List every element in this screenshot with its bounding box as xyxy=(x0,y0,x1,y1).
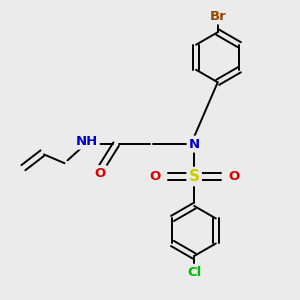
Text: S: S xyxy=(189,169,200,184)
Text: O: O xyxy=(228,170,239,183)
Text: O: O xyxy=(149,170,160,183)
Text: N: N xyxy=(189,138,200,151)
Text: O: O xyxy=(94,167,106,180)
Text: Cl: Cl xyxy=(187,266,201,279)
Text: NH: NH xyxy=(76,135,98,148)
Text: Br: Br xyxy=(209,10,226,22)
